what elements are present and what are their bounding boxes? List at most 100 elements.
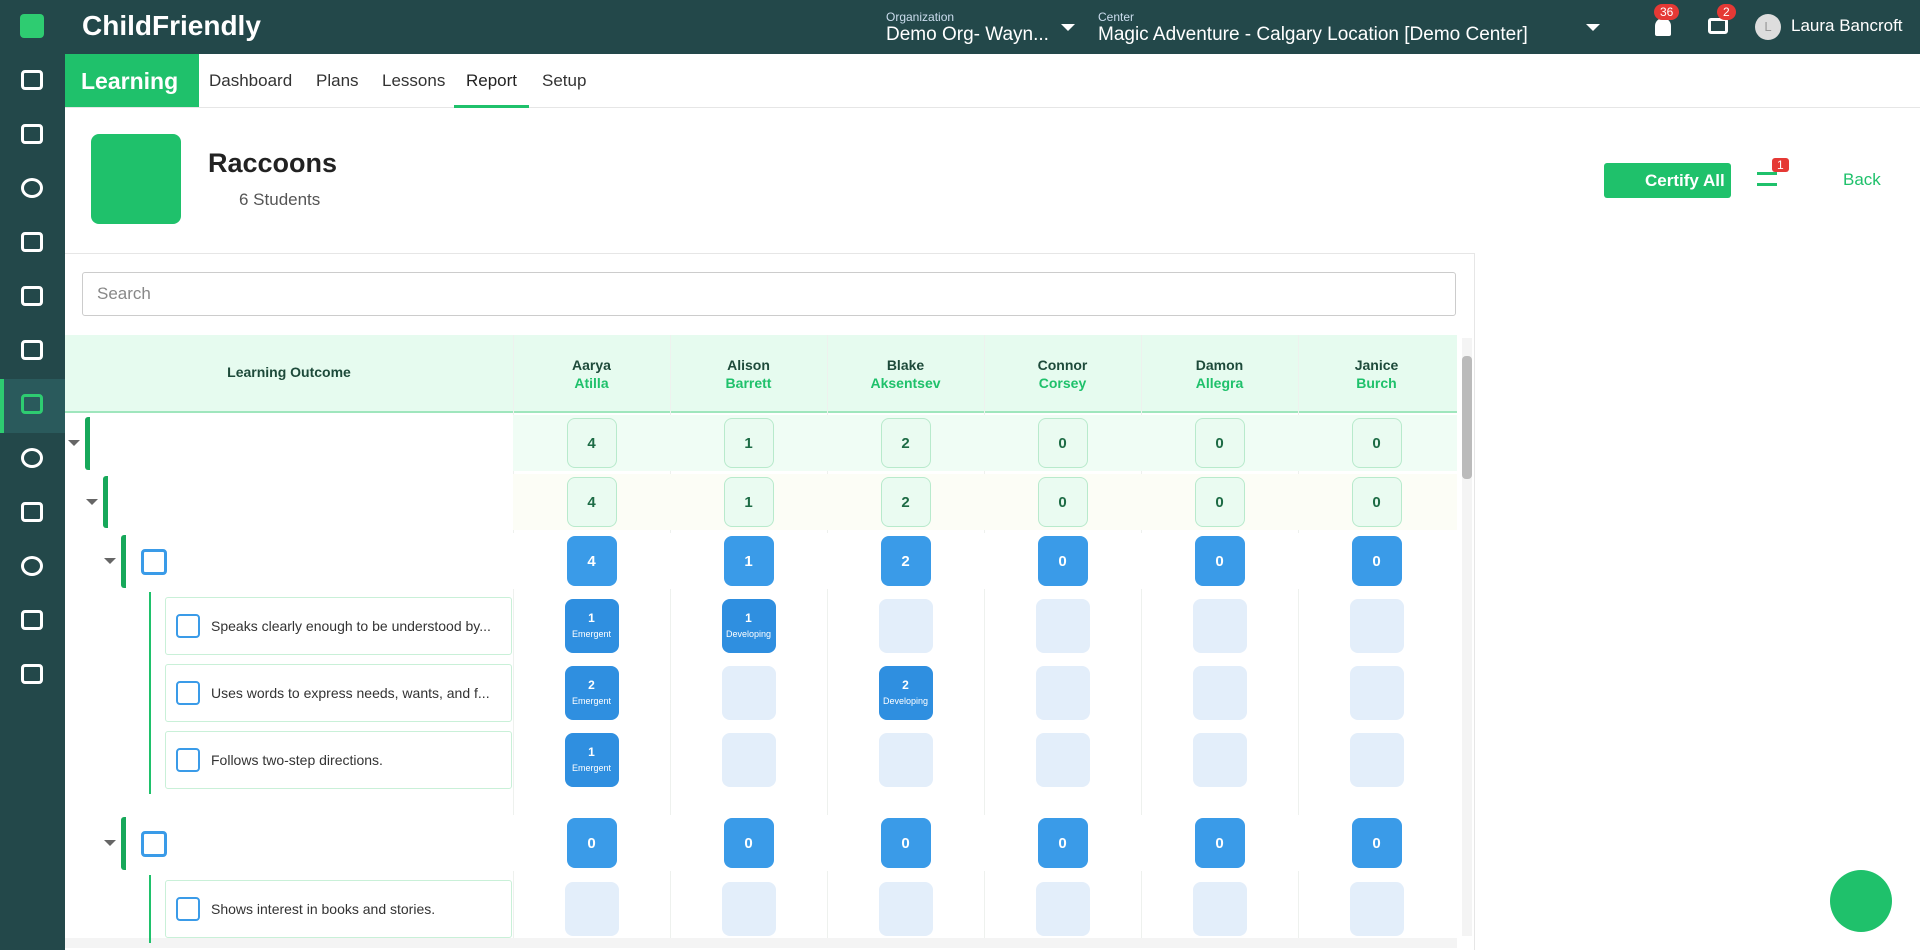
- nav-icon[interactable]: [21, 394, 43, 414]
- nav-icon[interactable]: [21, 340, 43, 360]
- empty-cell[interactable]: [721, 733, 776, 787]
- collapse-toggle[interactable]: [104, 558, 116, 570]
- empty-cell[interactable]: [878, 882, 933, 936]
- col-divider: [984, 335, 985, 938]
- item-icon: [176, 897, 200, 921]
- nav-tab[interactable]: Dashboard: [209, 71, 293, 90]
- empty-cell[interactable]: [1192, 733, 1247, 787]
- count-pill[interactable]: 0: [1037, 818, 1088, 868]
- nav-active[interactable]: [0, 379, 65, 433]
- message-icon[interactable]: [1708, 18, 1728, 34]
- count-pill[interactable]: 0: [880, 818, 931, 868]
- nav-icon[interactable]: [21, 502, 43, 522]
- empty-cell[interactable]: [1349, 666, 1404, 720]
- count-pill[interactable]: 2: [880, 418, 931, 468]
- score-cell[interactable]: 1 Developing: [721, 599, 776, 653]
- count-pill[interactable]: 4: [566, 418, 617, 468]
- subdomain-label[interactable]: Expressive & Receptive Communication: [121, 534, 512, 588]
- count-pill[interactable]: 0: [566, 818, 617, 868]
- count-pill[interactable]: 0: [1194, 418, 1245, 468]
- subdomain-icon: [141, 830, 167, 857]
- count-pill[interactable]: 0: [1194, 818, 1245, 868]
- nav-icon[interactable]: [21, 286, 43, 306]
- count-pill[interactable]: 0: [1351, 477, 1402, 527]
- outcome-item[interactable]: Speaks clearly enough to be understood b…: [165, 597, 512, 655]
- nav-icon[interactable]: [21, 124, 43, 144]
- divider: [65, 253, 1475, 254]
- search-input[interactable]: Search: [82, 272, 1456, 316]
- empty-cell[interactable]: [1035, 666, 1090, 720]
- empty-cell[interactable]: [1192, 599, 1247, 653]
- empty-cell[interactable]: [1349, 882, 1404, 936]
- chat-button[interactable]: [1830, 870, 1892, 932]
- message-badge: 2: [1717, 4, 1736, 20]
- framework-label[interactable]: ECE Framework (Standardized): [85, 416, 512, 470]
- nav-icon[interactable]: [21, 610, 43, 630]
- collapse-toggle[interactable]: [68, 440, 80, 452]
- nav-icon[interactable]: [21, 556, 43, 576]
- nav-icon[interactable]: [21, 664, 43, 684]
- score-cell[interactable]: 1 Emergent: [564, 599, 619, 653]
- nav-icon[interactable]: [21, 70, 43, 90]
- count-pill[interactable]: 0: [1037, 536, 1088, 586]
- filter-icon[interactable]: [1757, 172, 1777, 186]
- count-pill[interactable]: 4: [566, 536, 617, 586]
- empty-cell[interactable]: [1349, 599, 1404, 653]
- nav-tab[interactable]: Lessons: [382, 71, 446, 90]
- score-cell[interactable]: 1 Emergent: [564, 733, 619, 787]
- empty-cell[interactable]: [564, 882, 619, 936]
- count-pill[interactable]: 0: [1351, 536, 1402, 586]
- empty-cell[interactable]: [878, 599, 933, 653]
- nav-tab[interactable]: Plans: [316, 71, 359, 90]
- count-pill[interactable]: 0: [1194, 477, 1245, 527]
- scroll-thumb[interactable]: [1462, 356, 1472, 479]
- subdomain-label[interactable]: Reading & Writing Readiness: [121, 816, 512, 870]
- empty-cell[interactable]: [1035, 599, 1090, 653]
- empty-cell[interactable]: [721, 882, 776, 936]
- center-select[interactable]: Magic Adventure - Calgary Location [Demo…: [1098, 24, 1528, 45]
- nav-icon[interactable]: [21, 448, 43, 468]
- empty-cell[interactable]: [721, 666, 776, 720]
- nav-icon[interactable]: [21, 232, 43, 252]
- bell-icon[interactable]: [1655, 18, 1671, 36]
- score-cell[interactable]: 2 Developing: [878, 666, 933, 720]
- collapse-toggle[interactable]: [86, 499, 98, 511]
- empty-cell[interactable]: [1035, 882, 1090, 936]
- count-pill[interactable]: 2: [880, 536, 931, 586]
- empty-cell[interactable]: [878, 733, 933, 787]
- count-pill[interactable]: 0: [1351, 418, 1402, 468]
- back-button[interactable]: Back: [1843, 170, 1881, 189]
- count-pill[interactable]: 1: [723, 477, 774, 527]
- nav-tab[interactable]: Report: [454, 54, 530, 108]
- row-bg: [513, 815, 1457, 871]
- count-pill[interactable]: 2: [880, 477, 931, 527]
- count-pill[interactable]: 0: [1351, 818, 1402, 868]
- count-pill[interactable]: 1: [723, 536, 774, 586]
- student-last: Barrett: [725, 375, 772, 391]
- empty-cell[interactable]: [1192, 882, 1247, 936]
- score-cell[interactable]: 2 Emergent: [564, 666, 619, 720]
- count-pill[interactable]: 4: [566, 477, 617, 527]
- nav-icon[interactable]: [21, 178, 43, 198]
- count-pill[interactable]: 0: [1194, 536, 1245, 586]
- outcome-item[interactable]: Uses words to express needs, wants, and …: [165, 664, 512, 722]
- count-pill[interactable]: 0: [1037, 418, 1088, 468]
- empty-cell[interactable]: [1349, 733, 1404, 787]
- org-select[interactable]: Demo Org- Wayn...: [886, 24, 1049, 45]
- empty-cell[interactable]: [1192, 666, 1247, 720]
- nav-tab[interactable]: Setup: [542, 71, 587, 90]
- count-pill[interactable]: 0: [1037, 477, 1088, 527]
- domain-label[interactable]: Language & Literacy Development: [103, 476, 512, 528]
- brand: ChildFriendly: [82, 10, 261, 41]
- count-pill[interactable]: 1: [723, 418, 774, 468]
- item-icon: [176, 681, 200, 705]
- h-scrollbar: [65, 938, 1457, 948]
- collapse-toggle[interactable]: [104, 840, 116, 852]
- empty-cell[interactable]: [1035, 733, 1090, 787]
- top-bar: ChildFriendly Organization Demo Org- Way…: [0, 0, 1920, 54]
- outcome-item[interactable]: Shows interest in books and stories.: [165, 880, 512, 938]
- certify-button[interactable]: Certify All: [1604, 163, 1731, 198]
- outcome-item[interactable]: Follows two-step directions.: [165, 731, 512, 789]
- user-name[interactable]: Laura Bancroft: [1791, 16, 1903, 35]
- count-pill[interactable]: 0: [723, 818, 774, 868]
